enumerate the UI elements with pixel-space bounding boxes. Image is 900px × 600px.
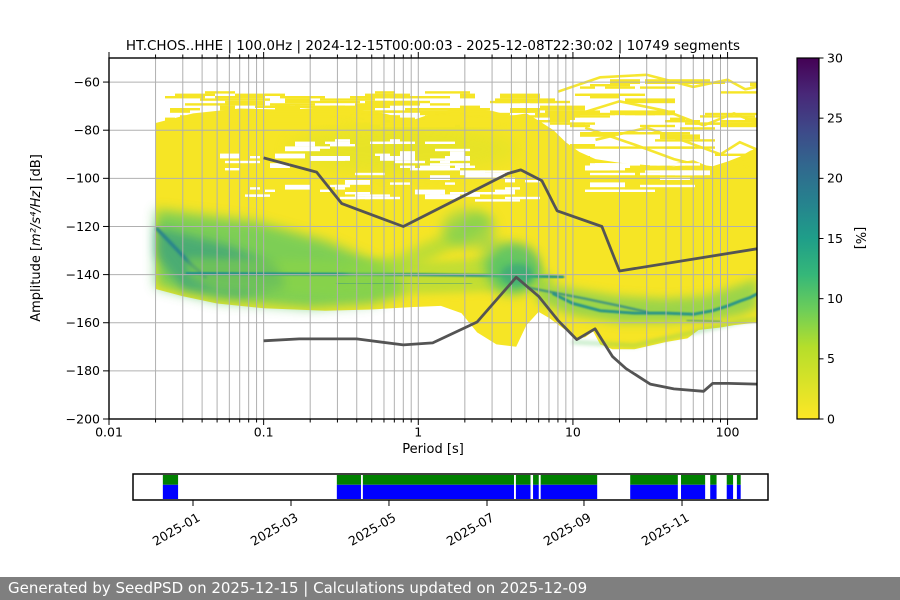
x-axis-label: Period [s] [402, 442, 464, 457]
coverage-segment-bottom [736, 484, 741, 499]
grid-layer [109, 58, 757, 419]
colorbar-tick-label: 15 [827, 231, 843, 246]
coverage-segment-bottom [162, 484, 179, 499]
coverage-segment-top [515, 475, 531, 485]
coverage-segment-bottom [336, 484, 361, 499]
footer-bar: Generated by SeedPSD on 2025-12-15 | Cal… [0, 577, 900, 600]
coverage-segment-bottom [540, 484, 598, 499]
coverage-segment-bottom [710, 484, 717, 499]
timeline-tick-label: 2025-07 [444, 510, 497, 549]
colorbar-tick-label: 20 [827, 171, 843, 186]
y-tick-label: −80 [74, 123, 100, 138]
y-tick-label: −120 [66, 219, 100, 234]
coverage-segment-bottom [362, 484, 514, 499]
coverage-segment-bottom [630, 484, 678, 499]
timeline-tick-label: 2025-11 [639, 510, 692, 549]
colorbar-tick-label: 5 [827, 351, 835, 366]
chart-title: HT.CHOS..HHE | 100.0Hz | 2024-12-15T00:0… [126, 38, 740, 54]
topright-yellow-streaks [565, 79, 757, 159]
colorbar-tick-label: 10 [827, 291, 843, 306]
y-tick-label: −140 [66, 267, 100, 282]
timeline-tick-label: 2025-05 [346, 510, 399, 549]
coverage-segment-bottom [515, 484, 531, 499]
y-tick-label: −160 [66, 315, 100, 330]
psd-feature-upper-teal-branch [527, 286, 648, 314]
coverage-segment-top [362, 475, 514, 485]
timeline-tick-label: 2025-09 [541, 510, 594, 549]
y-tick-label: −200 [66, 411, 100, 426]
coverage-timeline: 2025-01 2025-03 2025-05 2025-07 2025-09 2025-… [132, 473, 769, 549]
coverage-segments [162, 475, 741, 499]
y-tick-label: −180 [66, 363, 100, 378]
coverage-segment-bottom [726, 484, 734, 499]
coverage-segment-top [533, 475, 539, 485]
coverage-segment-top [162, 475, 179, 485]
colorbar-tick-label: 0 [827, 411, 835, 426]
x-tick-label: 0.1 [254, 425, 274, 440]
y-tick-label: −100 [66, 171, 100, 186]
timeline-tick-label: 2025-01 [150, 510, 203, 549]
footer-text: Generated by SeedPSD on 2025-12-15 | Cal… [8, 579, 588, 597]
low-noise-model-line [263, 275, 757, 393]
high-noise-model-line [263, 156, 757, 273]
coverage-segment-top [336, 475, 361, 485]
timeline-tick-label: 2025-03 [248, 510, 301, 549]
x-tick-label: 100 [716, 425, 740, 440]
coverage-segment-top [681, 475, 706, 485]
white-streaks-left [220, 139, 470, 200]
colorbar-label: [%] [852, 227, 867, 250]
coverage-segment-bottom [533, 484, 539, 499]
x-tick-label: 0.01 [95, 425, 123, 440]
x-tick-label: 10 [565, 425, 581, 440]
coverage-segment-bottom [681, 484, 706, 499]
y-axis-label: Amplitude [m²/s⁴/Hz] [dB] [29, 154, 44, 322]
colorbar-tick-label: 25 [827, 110, 843, 125]
colorbar: 0 5 10 15 20 25 30 [796, 50, 843, 426]
psd-feature-ridge-core [441, 209, 495, 249]
coverage-segment-top [710, 475, 717, 485]
coverage-segment-top [736, 475, 741, 485]
white-streaks-right [585, 163, 710, 192]
axis-layer: 0.01 0.1 1 10 100 −60 −80 −100 −120 −140 −160 −180 −… [66, 52, 740, 440]
colorbar-tick-label: 30 [827, 50, 843, 65]
x-tick-label: 1 [414, 425, 422, 440]
coverage-segment-top [630, 475, 678, 485]
colorbar-gradient [796, 57, 820, 420]
top-yellow-streaks [165, 91, 615, 130]
coverage-segment-top [540, 475, 598, 485]
y-tick-label: −60 [74, 74, 100, 89]
coverage-segment-top [726, 475, 734, 485]
plot-border [108, 57, 758, 420]
